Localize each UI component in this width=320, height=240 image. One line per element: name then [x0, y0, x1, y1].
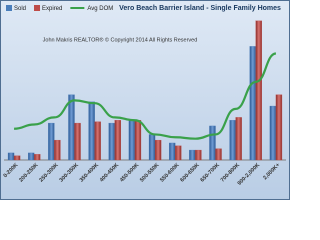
bar [269, 105, 277, 161]
bar [108, 122, 115, 161]
annotation: John Makris REALTOR® © Copyright 2014 Al… [43, 36, 198, 43]
legend-label: Expired [42, 6, 62, 12]
line [14, 52, 277, 140]
bar [275, 94, 283, 161]
bar [128, 120, 136, 161]
bar [215, 148, 222, 161]
bar [235, 117, 242, 161]
bar [154, 139, 162, 161]
chart-title: Vero Beach Barrier Island - Single Famil… [119, 5, 281, 12]
legend-label: Sold [14, 6, 26, 12]
bar [189, 149, 196, 161]
bar [169, 142, 176, 161]
bar [54, 139, 61, 161]
bar [7, 152, 15, 161]
legend-label: Avg DOM [87, 6, 113, 12]
frame [0, 0, 290, 200]
legend-swatch [34, 5, 41, 11]
bar [229, 120, 236, 161]
bar [209, 125, 216, 161]
page: {"chart_data": {"type": "bar", "title": … [0, 0, 290, 200]
bar [114, 120, 121, 161]
bar [28, 152, 35, 161]
bar [195, 149, 202, 161]
bar [249, 46, 256, 161]
bar [34, 154, 41, 161]
bar [255, 20, 262, 161]
legend-swatch [6, 5, 12, 11]
bar [88, 101, 95, 161]
bar [74, 122, 81, 161]
bar [48, 122, 55, 161]
bar [13, 155, 21, 161]
chart: Vero Beach Barrier Island - Single Famil… [0, 0, 290, 200]
bar [148, 134, 156, 161]
bar [134, 120, 142, 161]
bar [94, 121, 101, 161]
bar [68, 94, 75, 161]
bar [175, 145, 182, 161]
